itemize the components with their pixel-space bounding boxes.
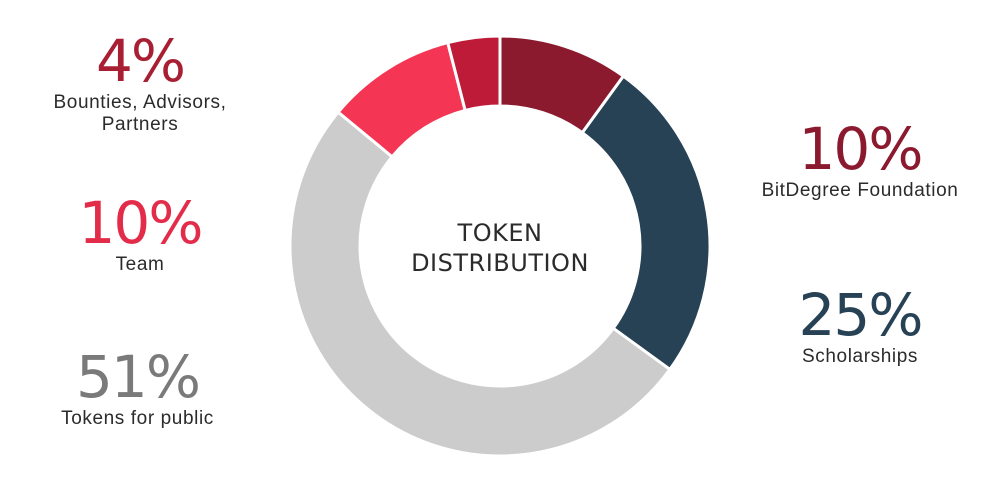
donut-slice-scholarships [580, 74, 712, 372]
name-bitdegree-foundation: BitDegree Foundation [761, 180, 959, 201]
label-team: 10% Team [40, 192, 240, 276]
label-tokens-for-public: 51% Tokens for public [30, 346, 245, 430]
pct-tokens-for-public: 51% [76, 343, 201, 411]
pct-scholarships: 25% [798, 281, 924, 349]
chart-title: TOKEN DISTRIBUTION [380, 218, 620, 278]
name-scholarships: Scholarships [802, 346, 918, 367]
pct-bitdegree-foundation: 10% [798, 115, 924, 183]
name-team: Team [115, 254, 165, 275]
label-scholarships: 25% Scholarships [765, 284, 955, 368]
pct-team: 10% [78, 189, 204, 257]
label-bitdegree-foundation: 10% BitDegree Foundation [745, 118, 975, 202]
label-bounties: 4% Bounties, Advisors, Partners [30, 30, 250, 136]
pct-bounties: 4% [95, 27, 186, 95]
name-tokens-for-public: Tokens for public [61, 408, 214, 429]
chart-title-line-2: DISTRIBUTION [411, 249, 589, 277]
name-bounties: Bounties, Advisors, Partners [53, 92, 227, 135]
chart-title-line-1: TOKEN [457, 219, 543, 247]
donut-slice-tokens [288, 110, 672, 458]
donut-slice-bounties [445, 34, 502, 113]
